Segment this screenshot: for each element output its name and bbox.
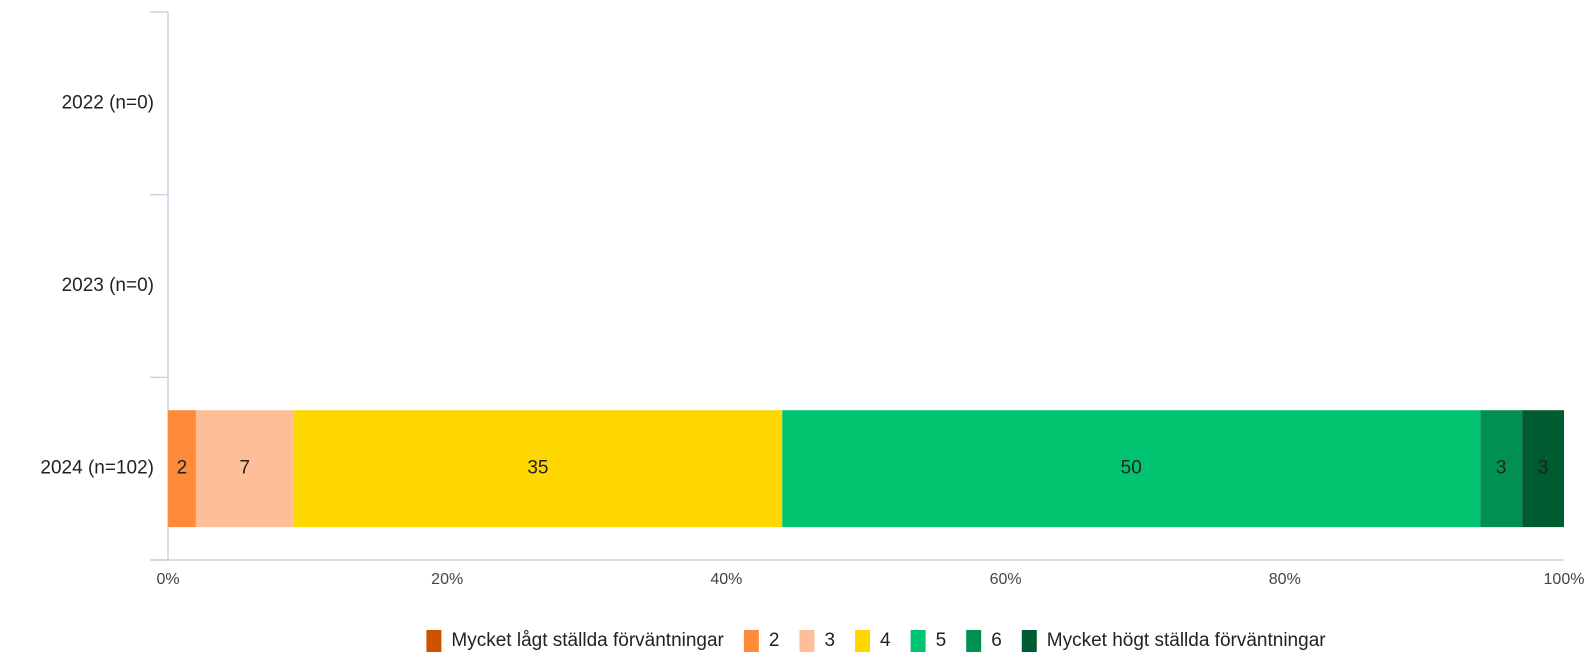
bar-segment [1522,410,1564,528]
legend-label: 5 [936,630,947,651]
x-tick-label: 0% [156,571,179,588]
x-tick-label: 80% [1269,571,1301,588]
legend-label: 6 [991,630,1002,651]
legend-swatch [1021,630,1037,652]
legend-swatch [743,630,759,652]
data-label: 3 [1496,458,1507,479]
data-label: 35 [527,458,548,479]
legend-swatch [426,630,442,652]
bar-segment [195,410,294,528]
x-tick-label: 20% [431,571,463,588]
data-label: 3 [1538,458,1549,479]
legend-swatch [799,630,815,652]
legend-label: Mycket högt ställda förväntningar [1047,630,1326,651]
legend-label: Mycket lågt ställda förväntningar [451,630,724,651]
data-label: 2 [177,458,188,479]
x-tick-label: 60% [990,571,1022,588]
y-tick-label: 2023 (n=0) [62,275,154,296]
data-label: 50 [1121,458,1142,479]
bar-segment [293,410,783,528]
bar-segment [168,410,196,528]
legend-label: 3 [824,630,835,651]
bar-segment [1480,410,1523,528]
legend-swatch [855,630,871,652]
y-tick-label: 2024 (n=102) [40,458,154,479]
legend-swatch [966,630,982,652]
x-tick-label: 40% [710,571,742,588]
x-tick-label: 100% [1544,571,1585,588]
legend-label: 2 [769,630,780,651]
legend: Mycket lågt ställda förväntningar 2 3 4 5 6 My… [426,630,1326,652]
data-label: 7 [239,458,250,479]
legend-swatch [910,630,926,652]
y-tick-label: 2022 (n=0) [62,92,154,113]
legend-label: 4 [880,630,891,651]
bar-segment [782,410,1481,528]
